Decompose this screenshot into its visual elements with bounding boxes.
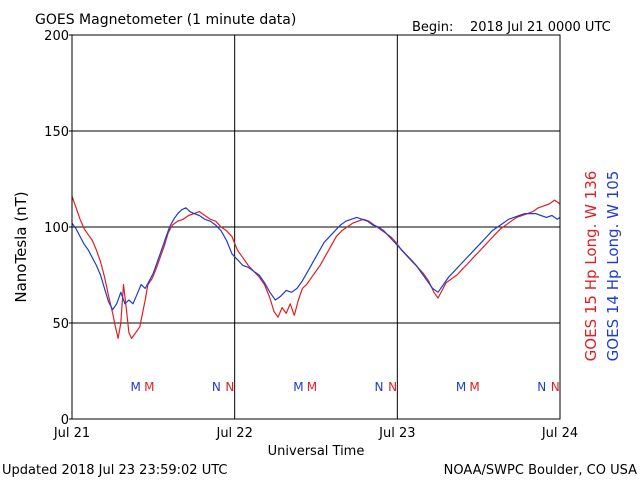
series-legend-label: GOES 15 Hp Long. W 136	[582, 171, 600, 362]
x-tick-label: Jul 22	[215, 426, 252, 441]
x-tick-labels: Jul 21 Jul 22 Jul 23 Jul 24	[53, 426, 578, 441]
marker-n: N	[225, 380, 234, 394]
y-tick-labels: 0 50 100 150 200	[44, 29, 72, 428]
series-lines	[71, 196, 561, 339]
series-legend: GOES 15 Hp Long. W 136 GOES 14 Hp Long. W…	[582, 171, 622, 362]
begin-label: Begin:	[412, 20, 453, 35]
marker-n: N	[551, 380, 560, 394]
begin-value: 2018 Jul 21 0000 UTC	[470, 20, 611, 35]
y-tick-label: 100	[44, 221, 69, 236]
x-tick-label: Jul 24	[541, 426, 578, 441]
marker-m: M	[469, 380, 479, 394]
x-axis-label: Universal Time	[268, 444, 365, 459]
series-line-goes-15	[71, 196, 561, 339]
marker-n: N	[212, 380, 221, 394]
x-tick-label: Jul 23	[378, 426, 415, 441]
marker-m: M	[456, 380, 466, 394]
grid	[72, 35, 560, 419]
y-tick-label: 0	[61, 413, 69, 428]
updated-timestamp: Updated 2018 Jul 23 23:59:02 UTC	[2, 463, 227, 478]
series-legend-label: GOES 14 Hp Long. W 105	[604, 171, 622, 362]
y-tick-label: 200	[44, 29, 69, 44]
series-line-goes-14	[71, 207, 561, 311]
chart-title: GOES Magnetometer (1 minute data)	[35, 12, 296, 28]
x-tick-label: Jul 21	[53, 426, 90, 441]
marker-m: M	[131, 380, 141, 394]
marker-m: M	[307, 380, 317, 394]
marker-n: N	[537, 380, 546, 394]
credit-text: NOAA/SWPC Boulder, CO USA	[444, 463, 637, 478]
marker-n: N	[375, 380, 384, 394]
marker-m: M	[293, 380, 303, 394]
y-axis-label: NanoTesla (nT)	[12, 191, 30, 302]
marker-n: N	[388, 380, 397, 394]
marker-m: M	[144, 380, 154, 394]
y-tick-label: 150	[44, 125, 69, 140]
y-tick-label: 50	[52, 317, 69, 332]
